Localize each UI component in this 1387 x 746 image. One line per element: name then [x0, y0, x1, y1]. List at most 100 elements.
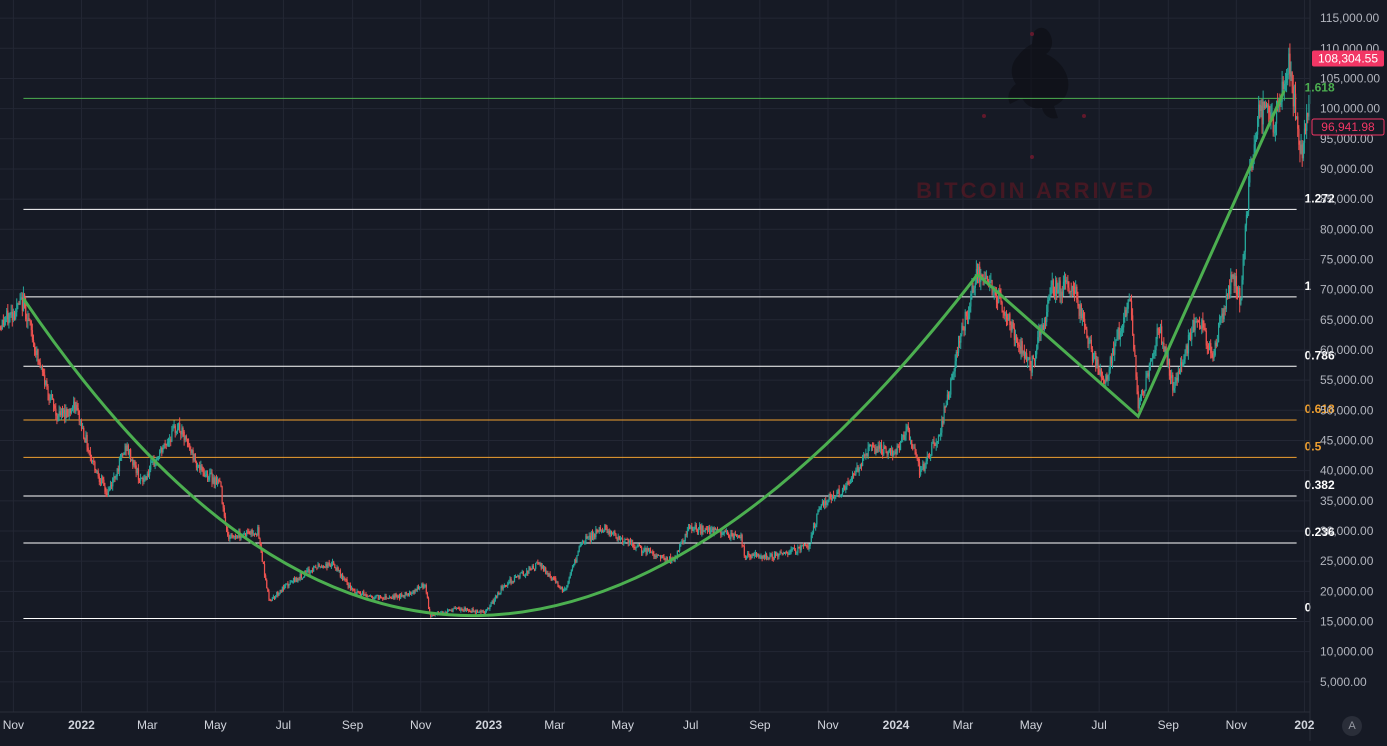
- candle-body: [339, 570, 342, 577]
- candle-body: [877, 445, 879, 452]
- candle-body: [305, 571, 307, 573]
- candle-body: [59, 411, 61, 416]
- candle-body: [1076, 286, 1078, 300]
- candle-body: [344, 578, 346, 580]
- candle-body: [477, 610, 479, 613]
- x-tick-label: 202: [1294, 718, 1314, 732]
- candle-body: [856, 466, 858, 470]
- candle-body: [363, 591, 365, 596]
- y-tick-label: 10,000.00: [1320, 645, 1374, 659]
- candle-body: [1081, 313, 1084, 319]
- x-tick-label: Sep: [342, 718, 364, 732]
- candle-body: [1272, 113, 1274, 133]
- candle-body: [574, 559, 576, 566]
- candle-body: [990, 279, 992, 282]
- candle-body: [942, 420, 944, 423]
- candle-body: [944, 406, 946, 408]
- candle-body: [106, 493, 108, 496]
- candle-body: [833, 494, 835, 499]
- candle-body: [26, 319, 28, 322]
- candle-body: [1202, 319, 1204, 328]
- candle-body: [77, 408, 79, 412]
- candle-body: [710, 530, 712, 534]
- fibonacci-retracement[interactable]: 0 0.236 0.382 0.5 0.618 0.786 1 1.272 1.618: [23, 80, 1335, 619]
- candle-body: [6, 310, 8, 320]
- candle-body: [226, 524, 228, 530]
- candle-body: [221, 486, 223, 503]
- candle-body: [1084, 318, 1086, 327]
- candle-body: [449, 609, 451, 611]
- candle-body: [109, 484, 112, 489]
- candle-body: [489, 606, 491, 610]
- candle-body: [149, 469, 151, 476]
- candle-body: [337, 567, 339, 571]
- candle-body: [123, 453, 125, 455]
- candle-body: [163, 443, 165, 449]
- candle-body: [1187, 334, 1190, 354]
- candle-body: [38, 359, 40, 363]
- cup-and-handle-drawing[interactable]: [22, 89, 1286, 617]
- candle-body: [785, 551, 787, 553]
- candle-body: [899, 440, 902, 451]
- candle-body: [471, 608, 473, 613]
- x-tick-label: May: [1020, 718, 1043, 732]
- candle-body: [686, 530, 689, 535]
- candle-body: [237, 535, 239, 538]
- candle-body: [1162, 342, 1164, 344]
- candle-body: [176, 428, 179, 432]
- candle-body: [319, 566, 321, 568]
- candle-body: [130, 449, 132, 461]
- candle-body: [246, 531, 248, 537]
- candle-body: [393, 595, 395, 599]
- candle-body: [839, 494, 841, 496]
- candle-body: [10, 311, 12, 314]
- candle-body: [866, 453, 868, 457]
- candle-body: [275, 595, 277, 599]
- candle-body: [1268, 104, 1270, 113]
- candle-body: [1284, 82, 1287, 84]
- candle-body: [160, 447, 162, 453]
- candle-body: [105, 491, 107, 494]
- candle-body: [1301, 144, 1303, 159]
- candle-body: [40, 367, 42, 369]
- candle-body: [15, 312, 17, 319]
- y-tick-label: 25,000.00: [1320, 554, 1374, 568]
- candle-body: [685, 534, 687, 536]
- candle-body: [1047, 299, 1049, 313]
- candle-body: [549, 573, 551, 577]
- candle-body: [496, 596, 498, 598]
- candle-body: [779, 552, 781, 555]
- candle-body: [762, 555, 764, 559]
- candle-body: [318, 564, 320, 567]
- candle-body: [735, 534, 738, 537]
- candle-body: [559, 587, 561, 589]
- candle-body: [738, 535, 740, 538]
- x-tick-label: Sep: [1158, 718, 1180, 732]
- time-axis[interactable]: Nov 2022 Mar May Jul Sep Nov 2023 Mar May Jul Sep No…: [0, 711, 1315, 732]
- candle-body: [92, 461, 94, 463]
- candle-body: [3, 321, 6, 326]
- candle-body: [101, 477, 103, 484]
- candle-body: [314, 566, 316, 568]
- candle-body: [557, 582, 559, 587]
- candle-body: [294, 577, 296, 582]
- candle-body: [1010, 325, 1012, 331]
- candle-body: [306, 570, 308, 573]
- candle-body: [539, 562, 541, 565]
- auto-scale-button[interactable]: A: [1342, 716, 1362, 736]
- candle-body: [605, 525, 607, 527]
- candle-body: [67, 414, 69, 417]
- candle-body: [185, 436, 188, 439]
- candle-body: [1145, 375, 1147, 391]
- candle-body: [812, 526, 815, 534]
- candle-body: [995, 294, 998, 303]
- candle-body: [28, 318, 30, 321]
- x-tick-label: Mar: [544, 718, 565, 732]
- candle-body: [446, 610, 449, 614]
- fib-level-label: 0.5: [1305, 439, 1322, 453]
- candle-body: [74, 401, 76, 412]
- candle-body: [413, 591, 415, 593]
- candle-body: [1038, 329, 1040, 338]
